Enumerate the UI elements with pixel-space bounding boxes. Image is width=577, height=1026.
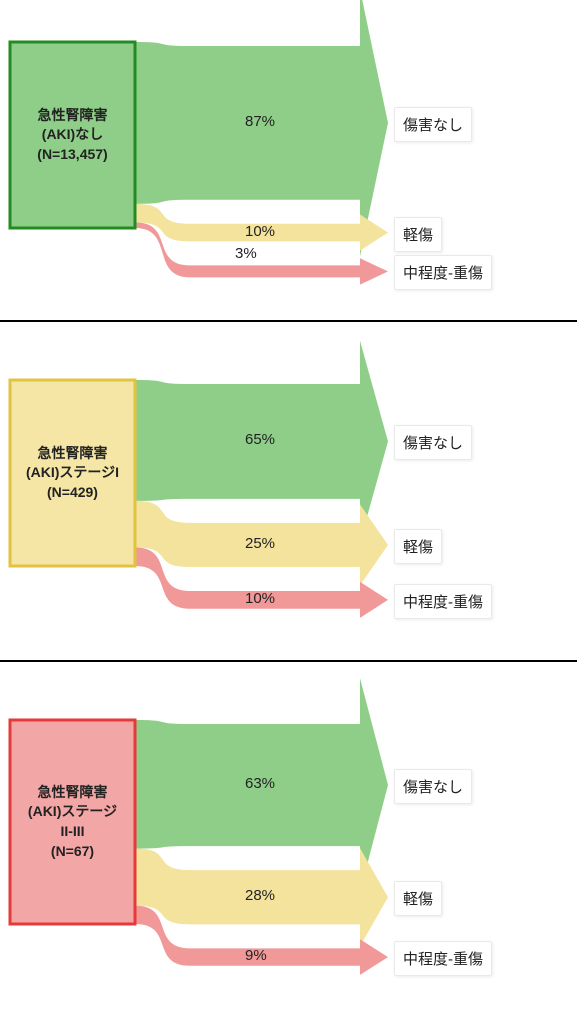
outcome-label: 中程度-重傷 xyxy=(394,941,492,976)
flow-percent: 63% xyxy=(245,775,275,792)
flow-percent: 28% xyxy=(245,887,275,904)
source-label: 急性腎障害 (AKI)ステージ II-III (N=67) xyxy=(10,720,135,924)
outcome-label: 中程度-重傷 xyxy=(394,584,492,619)
flow-percent: 87% xyxy=(245,113,275,130)
outcome-label: 傷害なし xyxy=(394,769,472,804)
flow-percent: 9% xyxy=(245,947,267,964)
outcome-label: 軽傷 xyxy=(394,881,442,916)
sankey-panel: 急性腎障害 (AKI)なし (N=13,457) 87% 傷害なし 10% 軽傷 3% 中程… xyxy=(0,0,577,320)
flow-percent: 3% xyxy=(235,245,257,262)
outcome-label: 傷害なし xyxy=(394,107,472,142)
outcome-label: 傷害なし xyxy=(394,425,472,460)
flow-percent: 10% xyxy=(245,223,275,240)
outcome-label: 軽傷 xyxy=(394,529,442,564)
sankey-panel: 急性腎障害 (AKI)ステージ II-III (N=67) 63% 傷害なし 28% 軽… xyxy=(0,660,577,1024)
source-label: 急性腎障害 (AKI)なし (N=13,457) xyxy=(10,42,135,228)
outcome-label: 軽傷 xyxy=(394,217,442,252)
flow-percent: 10% xyxy=(245,590,275,607)
flow-percent: 25% xyxy=(245,535,275,552)
source-label: 急性腎障害 (AKI)ステージI (N=429) xyxy=(10,380,135,566)
flow-percent: 65% xyxy=(245,431,275,448)
sankey-panel: 急性腎障害 (AKI)ステージI (N=429) 65% 傷害なし 25% 軽傷 10% 中… xyxy=(0,320,577,660)
outcome-label: 中程度-重傷 xyxy=(394,255,492,290)
